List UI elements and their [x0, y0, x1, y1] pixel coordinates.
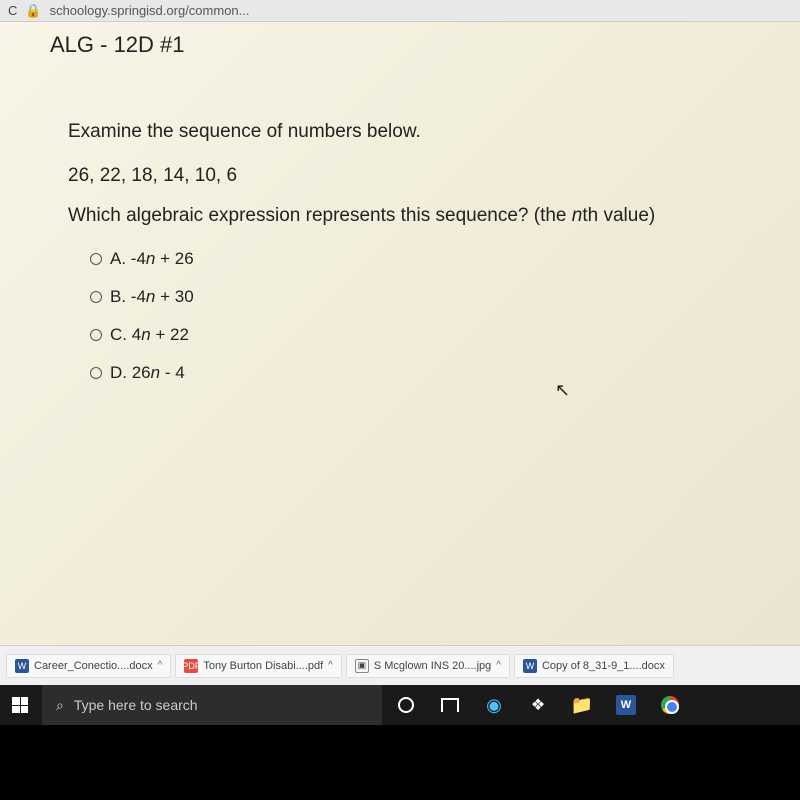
- radio-icon[interactable]: [90, 291, 102, 303]
- download-item[interactable]: PDF Tony Burton Disabi....pdf ^: [175, 654, 342, 678]
- docx-icon: W: [15, 659, 29, 673]
- cursor-icon: ↖: [555, 380, 570, 401]
- taskbar: ⌕ Type here to search ◉ ❖ 📁 W: [0, 685, 800, 725]
- option-d[interactable]: D. 26n - 4: [90, 363, 750, 383]
- chevron-up-icon[interactable]: ^: [496, 660, 501, 671]
- docx-icon: W: [523, 659, 537, 673]
- search-icon: ⌕: [56, 697, 64, 714]
- windows-icon: [12, 697, 28, 713]
- download-name: Tony Burton Disabi....pdf: [203, 660, 323, 672]
- bezel: [0, 725, 800, 800]
- browser-url-bar: C 🔒 schoology.springisd.org/common...: [0, 0, 800, 22]
- lock-icon: 🔒: [25, 3, 41, 19]
- url-text: schoology.springisd.org/common...: [50, 3, 250, 18]
- download-item[interactable]: W Career_Conectio....docx ^: [6, 654, 171, 678]
- download-item[interactable]: W Copy of 8_31-9_1....docx: [514, 654, 674, 678]
- option-label: B. -4n + 30: [110, 287, 194, 307]
- taskview-icon[interactable]: [428, 685, 472, 725]
- search-box[interactable]: ⌕ Type here to search: [42, 685, 382, 725]
- question-prompt: Which algebraic expression represents th…: [68, 205, 750, 227]
- download-name: Career_Conectio....docx: [34, 660, 153, 672]
- word-icon[interactable]: W: [604, 685, 648, 725]
- sequence-text: 26, 22, 18, 14, 10, 6: [68, 165, 750, 187]
- edge-icon[interactable]: ◉: [472, 685, 516, 725]
- start-button[interactable]: [0, 685, 40, 725]
- download-item[interactable]: ▣ S Mcglown INS 20....jpg ^: [346, 654, 510, 678]
- taskbar-icons: ◉ ❖ 📁 W: [384, 685, 692, 725]
- dropbox-icon[interactable]: ❖: [516, 685, 560, 725]
- radio-icon[interactable]: [90, 367, 102, 379]
- pdf-icon: PDF: [184, 659, 198, 673]
- page-title: ALG - 12D #1: [50, 32, 750, 58]
- explorer-icon[interactable]: 📁: [560, 685, 604, 725]
- downloads-bar: W Career_Conectio....docx ^ PDF Tony Bur…: [0, 645, 800, 685]
- question-intro: Examine the sequence of numbers below.: [68, 118, 750, 147]
- options-list: A. -4n + 26 B. -4n + 30 C. 4n + 22 D. 26…: [68, 249, 750, 383]
- option-label: A. -4n + 26: [110, 249, 194, 269]
- chrome-icon[interactable]: [648, 685, 692, 725]
- option-label: D. 26n - 4: [110, 363, 185, 383]
- download-name: Copy of 8_31-9_1....docx: [542, 660, 665, 672]
- chevron-up-icon[interactable]: ^: [158, 660, 163, 671]
- option-c[interactable]: C. 4n + 22: [90, 325, 750, 345]
- content-area: ALG - 12D #1 Examine the sequence of num…: [0, 22, 800, 383]
- search-placeholder: Type here to search: [74, 697, 198, 713]
- option-label: C. 4n + 22: [110, 325, 189, 345]
- chevron-up-icon[interactable]: ^: [328, 660, 333, 671]
- cortana-icon[interactable]: [384, 685, 428, 725]
- radio-icon[interactable]: [90, 253, 102, 265]
- question-block: Examine the sequence of numbers below. 2…: [50, 118, 750, 383]
- image-icon: ▣: [355, 659, 369, 673]
- option-a[interactable]: A. -4n + 26: [90, 249, 750, 269]
- radio-icon[interactable]: [90, 329, 102, 341]
- option-b[interactable]: B. -4n + 30: [90, 287, 750, 307]
- download-name: S Mcglown INS 20....jpg: [374, 660, 491, 672]
- reload-icon[interactable]: C: [8, 3, 17, 18]
